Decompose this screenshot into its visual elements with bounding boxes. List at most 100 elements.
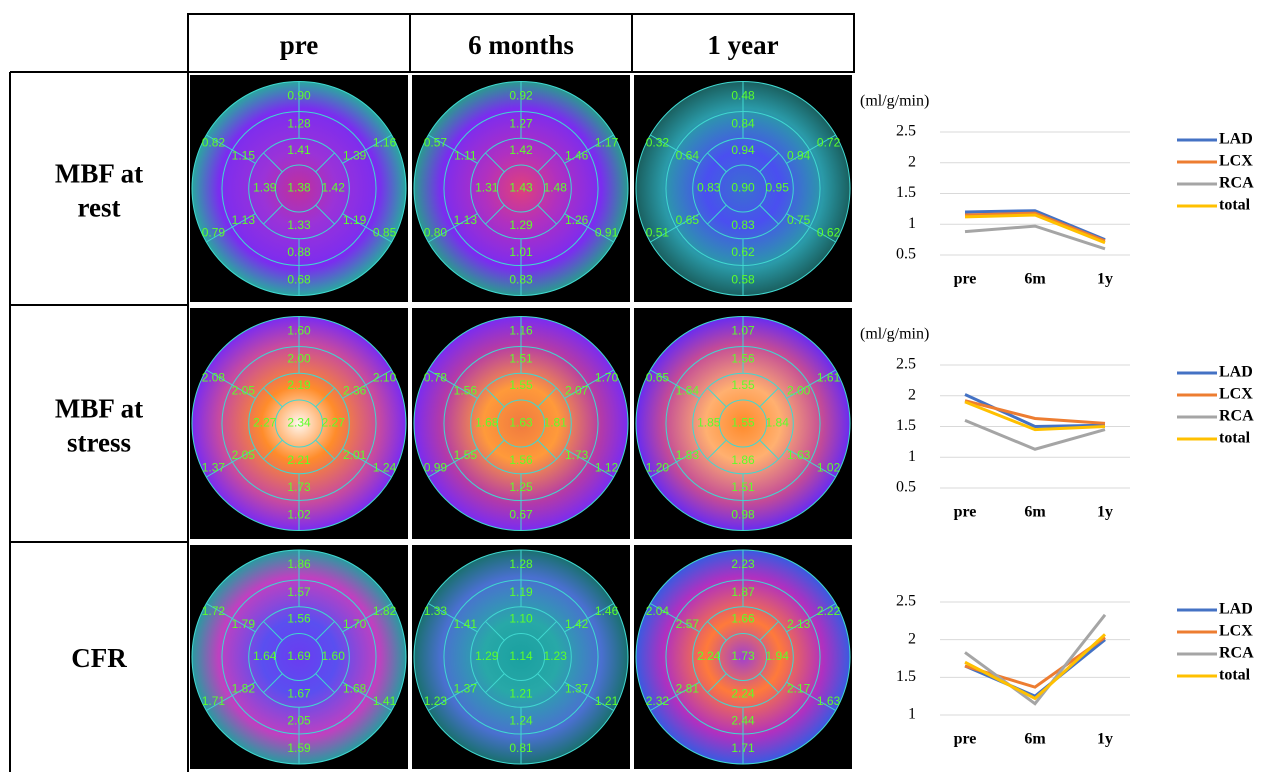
column-header: pre bbox=[280, 30, 319, 60]
map-value: 1.55 bbox=[731, 378, 755, 392]
legend-label: RCA bbox=[1219, 408, 1254, 425]
map-value: 1.68 bbox=[475, 416, 499, 430]
map-value: 1.26 bbox=[565, 213, 589, 227]
legend-label: RCA bbox=[1219, 645, 1254, 662]
map-value: 2.32 bbox=[646, 694, 670, 708]
map-value: 1.83 bbox=[676, 448, 700, 462]
map-value: 1.71 bbox=[202, 694, 226, 708]
map-value: 0.81 bbox=[509, 741, 533, 755]
map-value: 2.44 bbox=[731, 713, 755, 727]
y-tick-label: 1 bbox=[908, 448, 916, 465]
map-value: 1.37 bbox=[565, 681, 589, 695]
map-value: 0.85 bbox=[373, 226, 397, 240]
map-value: 1.82 bbox=[373, 604, 397, 618]
y-tick-label: 1 bbox=[908, 215, 916, 232]
map-value: 1.70 bbox=[595, 371, 619, 385]
map-value: 1.28 bbox=[509, 557, 533, 571]
map-value: 1.84 bbox=[766, 416, 790, 430]
map-value: 0.82 bbox=[202, 136, 226, 150]
map-value: 1.82 bbox=[232, 681, 256, 695]
map-value: 0.58 bbox=[731, 273, 755, 287]
map-value: 1.64 bbox=[676, 384, 700, 398]
y-tick-label: 0.5 bbox=[896, 246, 916, 263]
map-value: 1.46 bbox=[595, 604, 619, 618]
map-value: 1.19 bbox=[343, 213, 367, 227]
map-value: 0.84 bbox=[731, 116, 755, 130]
map-value: 2.36 bbox=[343, 384, 367, 398]
map-value: 1.56 bbox=[509, 453, 533, 467]
map-value: 1.31 bbox=[475, 181, 499, 195]
map-value: 0.95 bbox=[766, 181, 790, 195]
map-value: 2.05 bbox=[232, 384, 256, 398]
map-value: 2.04 bbox=[646, 604, 670, 618]
map-value: 0.64 bbox=[676, 149, 700, 163]
map-value: 1.29 bbox=[509, 218, 533, 232]
map-value: 1.41 bbox=[454, 617, 478, 631]
map-value: 1.56 bbox=[287, 612, 311, 626]
map-value: 0.51 bbox=[646, 226, 670, 240]
map-value: 1.42 bbox=[565, 617, 589, 631]
map-value: 0.92 bbox=[509, 89, 533, 103]
map-value: 1.23 bbox=[424, 694, 448, 708]
map-value: 2.24 bbox=[697, 649, 721, 663]
map-value: 1.66 bbox=[731, 612, 755, 626]
x-tick-label: 6m bbox=[1024, 731, 1046, 748]
y-tick-label: 1.5 bbox=[896, 668, 916, 685]
row-label: CFR bbox=[71, 643, 127, 673]
map-value: 0.75 bbox=[787, 213, 811, 227]
map-value: 1.16 bbox=[509, 324, 533, 338]
legend-label: LCX bbox=[1219, 623, 1253, 640]
map-value: 2.24 bbox=[731, 687, 755, 701]
y-tick-label: 0.5 bbox=[896, 479, 916, 496]
map-value: 2.27 bbox=[322, 416, 346, 430]
map-value: 1.17 bbox=[595, 136, 619, 150]
map-value: 1.67 bbox=[287, 687, 311, 701]
line-series bbox=[965, 615, 1105, 704]
map-value: 1.01 bbox=[509, 245, 533, 259]
map-value: 0.90 bbox=[731, 181, 755, 195]
map-value: 1.37 bbox=[202, 461, 226, 475]
x-tick-label: 1y bbox=[1097, 271, 1113, 288]
legend-label: LAD bbox=[1219, 601, 1253, 618]
map-value: 1.21 bbox=[595, 694, 619, 708]
map-value: 2.17 bbox=[787, 681, 811, 695]
figure: pre6 months1 yearMBF atrest0.901.281.410… bbox=[0, 0, 1277, 772]
map-value: 1.48 bbox=[544, 181, 568, 195]
map-value: 2.00 bbox=[787, 384, 811, 398]
legend-label: total bbox=[1219, 667, 1251, 684]
map-value: 2.07 bbox=[565, 384, 589, 398]
y-tick-label: 2 bbox=[908, 153, 916, 170]
map-value: 1.12 bbox=[595, 461, 619, 475]
map-value: 1.73 bbox=[287, 480, 311, 494]
y-tick-label: 2 bbox=[908, 386, 916, 403]
map-value: 2.21 bbox=[287, 453, 311, 467]
map-value: 1.16 bbox=[373, 136, 397, 150]
map-value: 0.65 bbox=[676, 213, 700, 227]
map-value: 1.81 bbox=[544, 416, 568, 430]
map-value: 1.42 bbox=[509, 143, 533, 157]
map-value: 1.24 bbox=[373, 461, 397, 475]
map-value: 0.80 bbox=[424, 226, 448, 240]
map-value: 1.63 bbox=[509, 416, 533, 430]
y-tick-label: 1.5 bbox=[896, 417, 916, 434]
map-value: 1.87 bbox=[731, 585, 755, 599]
map-value: 1.02 bbox=[817, 461, 841, 475]
map-value: 0.68 bbox=[287, 273, 311, 287]
map-value: 1.55 bbox=[731, 416, 755, 430]
legend-label: RCA bbox=[1219, 175, 1254, 192]
map-value: 0.94 bbox=[787, 149, 811, 163]
map-value: 1.20 bbox=[646, 461, 670, 475]
unit-label: (ml/g/min) bbox=[860, 326, 929, 343]
map-value: 1.73 bbox=[731, 649, 755, 663]
map-value: 1.73 bbox=[565, 448, 589, 462]
map-value: 0.90 bbox=[287, 89, 311, 103]
y-tick-label: 2.5 bbox=[896, 123, 916, 140]
map-value: 1.69 bbox=[287, 649, 311, 663]
map-value: 1.13 bbox=[454, 213, 478, 227]
map-value: 2.05 bbox=[232, 448, 256, 462]
map-value: 2.22 bbox=[817, 604, 841, 618]
map-value: 2.05 bbox=[287, 713, 311, 727]
x-tick-label: 1y bbox=[1097, 731, 1113, 748]
map-value: 0.88 bbox=[287, 245, 311, 259]
y-tick-label: 2.5 bbox=[896, 356, 916, 373]
